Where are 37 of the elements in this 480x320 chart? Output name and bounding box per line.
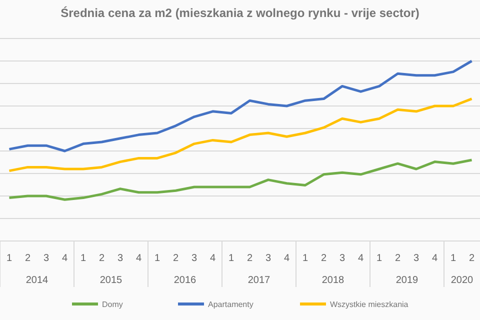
x-tick-label: 2 (98, 253, 105, 264)
legend-label: Domy (102, 300, 123, 309)
chart-title: Średnia cena za m2 (mieszkania z wolnego rynku - vrije sector) (60, 6, 420, 20)
x-tick-label: 2 (24, 253, 31, 264)
text: 2017 (248, 275, 271, 286)
x-tick-label: 4 (62, 253, 68, 264)
x-tick-label: 1 (376, 253, 382, 264)
x-tick-label: 2 (468, 253, 475, 264)
x-tick-label: 1 (302, 253, 308, 264)
x-tick-label: 4 (136, 253, 142, 264)
text: 2018 (322, 275, 345, 286)
x-tick-label: 4 (358, 253, 364, 264)
x-tick-label: 4 (284, 253, 290, 264)
x-tick-label: 3 (191, 253, 198, 264)
x-tick-label: 1 (450, 253, 456, 264)
x-tick-label: 2 (246, 253, 253, 264)
text: 2016 (174, 275, 197, 286)
x-tick-label: 3 (339, 253, 346, 264)
text: 2020 (450, 275, 474, 286)
x-tick-label: 3 (117, 253, 124, 264)
x-tick-label: 1 (6, 253, 12, 264)
x-tick-label: 4 (432, 253, 438, 264)
x-tick-label: 1 (80, 253, 86, 264)
x-tick-label: 2 (172, 253, 179, 264)
legend-label: Wszystkie mieszkania (330, 300, 409, 309)
x-tick-label: 1 (228, 253, 234, 264)
x-tick-label: 1 (154, 253, 160, 264)
x-tick-label: 2 (320, 253, 327, 264)
x-tick-label: 3 (413, 253, 420, 264)
text: 2019 (396, 275, 419, 286)
text: 2015 (100, 275, 123, 286)
legend-label: Apartamenty (208, 300, 254, 309)
text: 2014 (26, 275, 49, 286)
x-tick-label: 3 (43, 253, 50, 264)
x-tick-label: 3 (265, 253, 272, 264)
x-tick-label: 4 (210, 253, 216, 264)
x-tick-label: 2 (394, 253, 401, 264)
